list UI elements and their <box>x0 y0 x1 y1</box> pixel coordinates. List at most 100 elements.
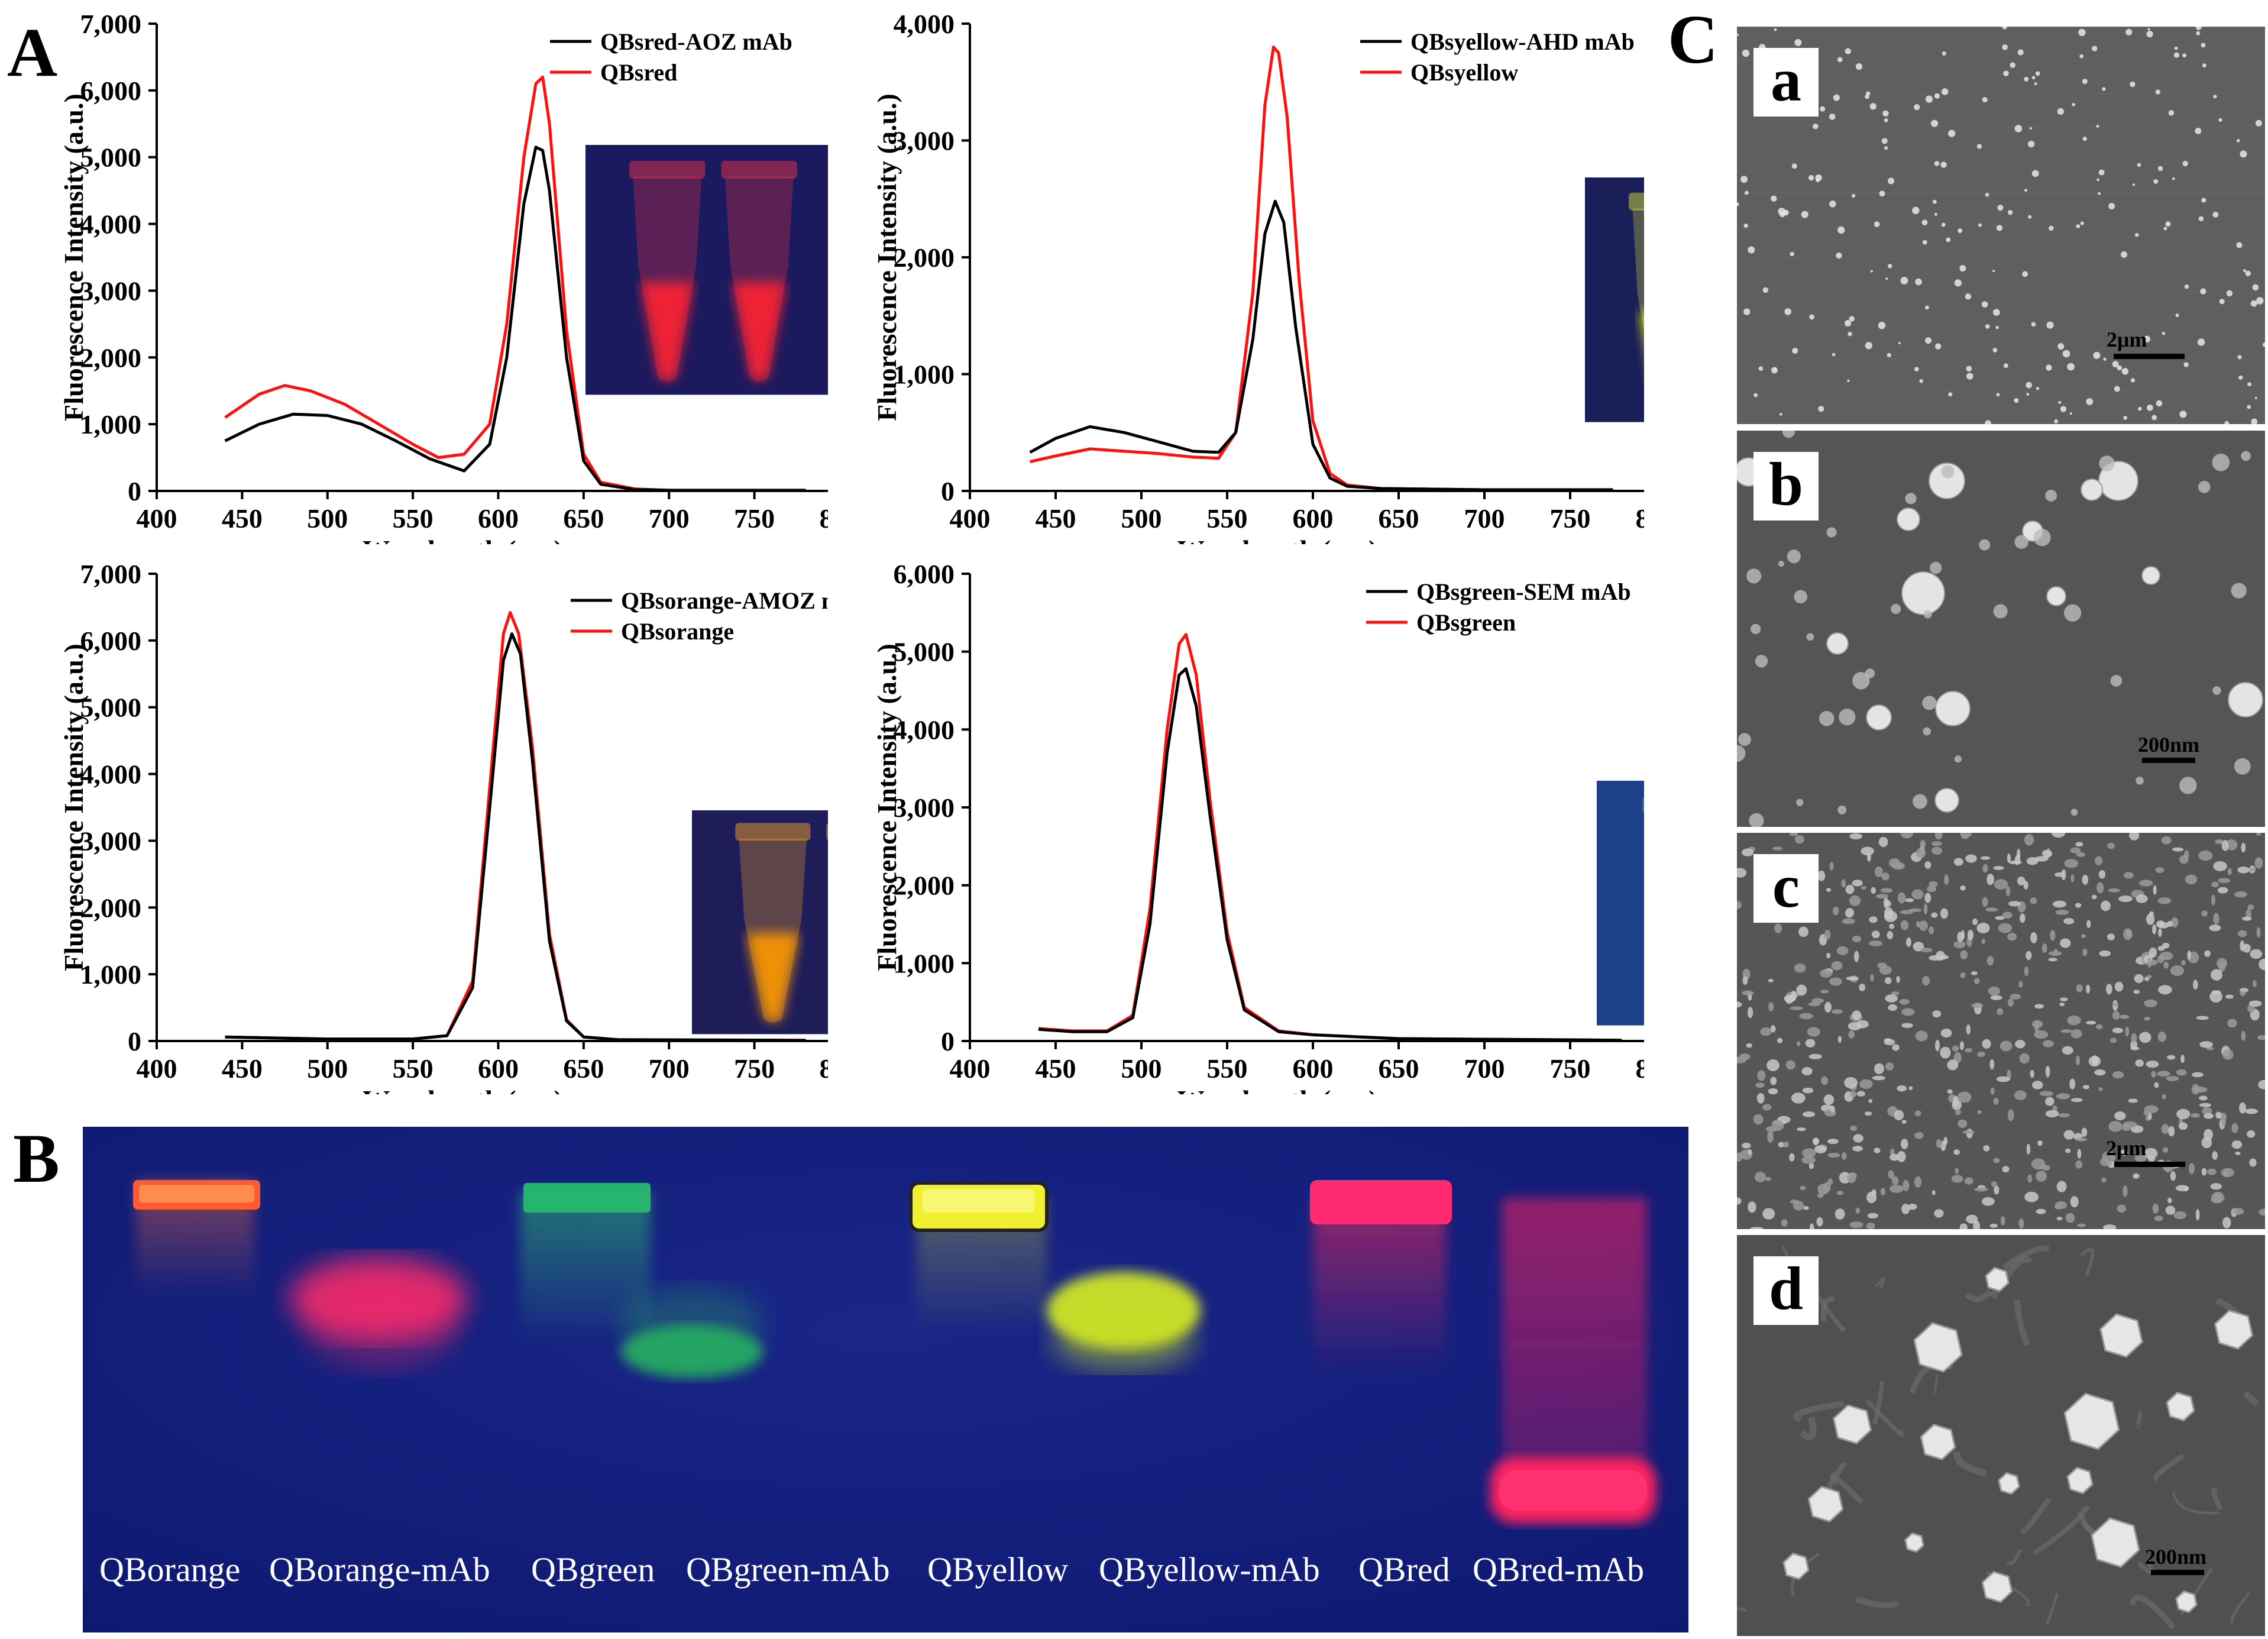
nanoparticle <box>1922 696 1937 710</box>
nanosphere <box>2141 566 2160 585</box>
nanoparticle <box>2082 79 2088 85</box>
sem-image-c: c 2μm <box>1737 833 2265 1229</box>
inset-background <box>1585 177 1644 422</box>
aggregate <box>1768 1088 1778 1095</box>
x-tick-label: 750 <box>734 1053 775 1084</box>
aggregate <box>1796 1127 1806 1132</box>
aggregate <box>2237 930 2247 938</box>
nanoparticle <box>1758 366 1764 371</box>
aggregate <box>2195 1209 2200 1221</box>
nanoparticle <box>1837 57 1843 63</box>
nanoparticle <box>2096 178 2099 182</box>
aggregate <box>1845 884 1855 894</box>
nanoparticle <box>1737 202 1739 206</box>
aggregate <box>1753 1114 1764 1125</box>
aggregate <box>2075 903 2082 908</box>
aggregate <box>2123 1121 2137 1128</box>
aggregate <box>1883 897 1889 909</box>
band-qbred-smear <box>1313 1198 1446 1375</box>
nanoparticle <box>2200 288 2206 295</box>
aggregate <box>2173 1211 2187 1220</box>
y-tick-label: 5,000 <box>894 637 955 667</box>
aggregate <box>2183 1187 2189 1192</box>
x-tick-label: 500 <box>307 503 348 534</box>
aggregate <box>2250 949 2263 959</box>
aggregate <box>1905 937 1912 947</box>
aggregate <box>2193 979 2198 990</box>
aggregate <box>2163 961 2169 969</box>
aggregate <box>2007 1109 2014 1121</box>
nanoparticle <box>2103 357 2107 361</box>
aggregate <box>2231 1140 2243 1149</box>
nanoparticle <box>2231 583 2247 599</box>
nanosphere <box>2081 479 2103 501</box>
nanoparticle <box>1762 287 1769 293</box>
nanoparticle <box>2173 52 2180 58</box>
aggregate <box>2055 872 2065 877</box>
aggregate <box>1920 948 1933 953</box>
nanoparticle <box>2182 160 2188 167</box>
aggregate <box>1790 991 1797 1001</box>
aggregate <box>1955 1168 1959 1174</box>
aggregate <box>1940 1028 1952 1038</box>
aggregate <box>1756 1092 1765 1104</box>
spectrum-chart-orange: 400 450 500 550 600 650 700 750 800 0 1,000 2,000 3,… <box>59 562 828 1094</box>
aggregate <box>2210 1183 2222 1190</box>
sem-particles-d <box>1737 1245 2260 1630</box>
aggregate <box>2235 1151 2241 1156</box>
x-axis-label: Wavelength (nm) <box>363 535 563 544</box>
aggregate <box>2081 934 2086 939</box>
spectrum-chart-red: 400 450 500 550 600 650 700 750 800 0 1,000 2,000 3,… <box>59 12 828 544</box>
nanoparticle <box>2195 27 2202 30</box>
aggregate <box>2217 887 2228 894</box>
aggregate <box>1993 866 2004 870</box>
aggregate <box>2101 1177 2107 1183</box>
aggregate <box>1800 1185 1806 1191</box>
aggregate <box>2077 1223 2086 1227</box>
aggregate <box>2136 894 2148 903</box>
nanoparticle <box>2063 604 2082 622</box>
aggregate <box>1957 1091 1972 1103</box>
aggregate <box>1993 1098 1999 1105</box>
aggregate <box>1850 1125 1858 1132</box>
aggregate <box>1989 1223 1998 1228</box>
aggregate <box>1798 926 1809 938</box>
nanosphere <box>2046 586 2066 606</box>
nanoparticle <box>1941 222 1946 227</box>
series-line-complex <box>1029 199 1613 492</box>
aggregate <box>2076 984 2083 993</box>
nanosphere <box>1935 691 1971 726</box>
nanoparticle <box>1833 94 1840 101</box>
nanoparticle <box>2022 271 2028 277</box>
aggregate <box>2215 839 2224 845</box>
aggregate <box>1966 1024 1971 1035</box>
aggregate <box>1891 1176 1899 1185</box>
aggregate <box>1953 858 1963 866</box>
aggregate <box>1960 972 1966 978</box>
y-tick-label: 6,000 <box>80 76 142 106</box>
gel-lane-label-2: QBorange-mAb <box>269 1550 490 1589</box>
aggregate <box>1794 835 1804 844</box>
aggregate <box>1872 1075 1886 1081</box>
nanosphere <box>2228 682 2263 717</box>
nanoparticle <box>1992 348 1998 353</box>
y-tick-label: 2,000 <box>80 893 142 923</box>
nanoparticle <box>1865 94 1869 99</box>
aggregate <box>2215 1111 2222 1119</box>
aggregate <box>1855 1207 1861 1214</box>
aggregate <box>1789 833 1798 836</box>
gel-lane-label-1: QBorange <box>99 1550 241 1589</box>
aggregate <box>1737 1001 1742 1008</box>
aggregate <box>1976 922 1990 933</box>
nanoparticle <box>1940 161 1947 168</box>
aggregate <box>1827 1178 1833 1185</box>
nanoparticle <box>1891 604 1901 615</box>
aggregate <box>1802 1087 1814 1094</box>
aggregate <box>1748 1149 1752 1155</box>
y-tick-label: 2,000 <box>894 871 955 901</box>
aggregate <box>1994 1185 2000 1195</box>
nanocrystal <box>1832 1404 1872 1444</box>
aggregate <box>1853 1134 1863 1143</box>
nanoparticle <box>1744 190 1749 195</box>
aggregate <box>1931 1190 1936 1195</box>
